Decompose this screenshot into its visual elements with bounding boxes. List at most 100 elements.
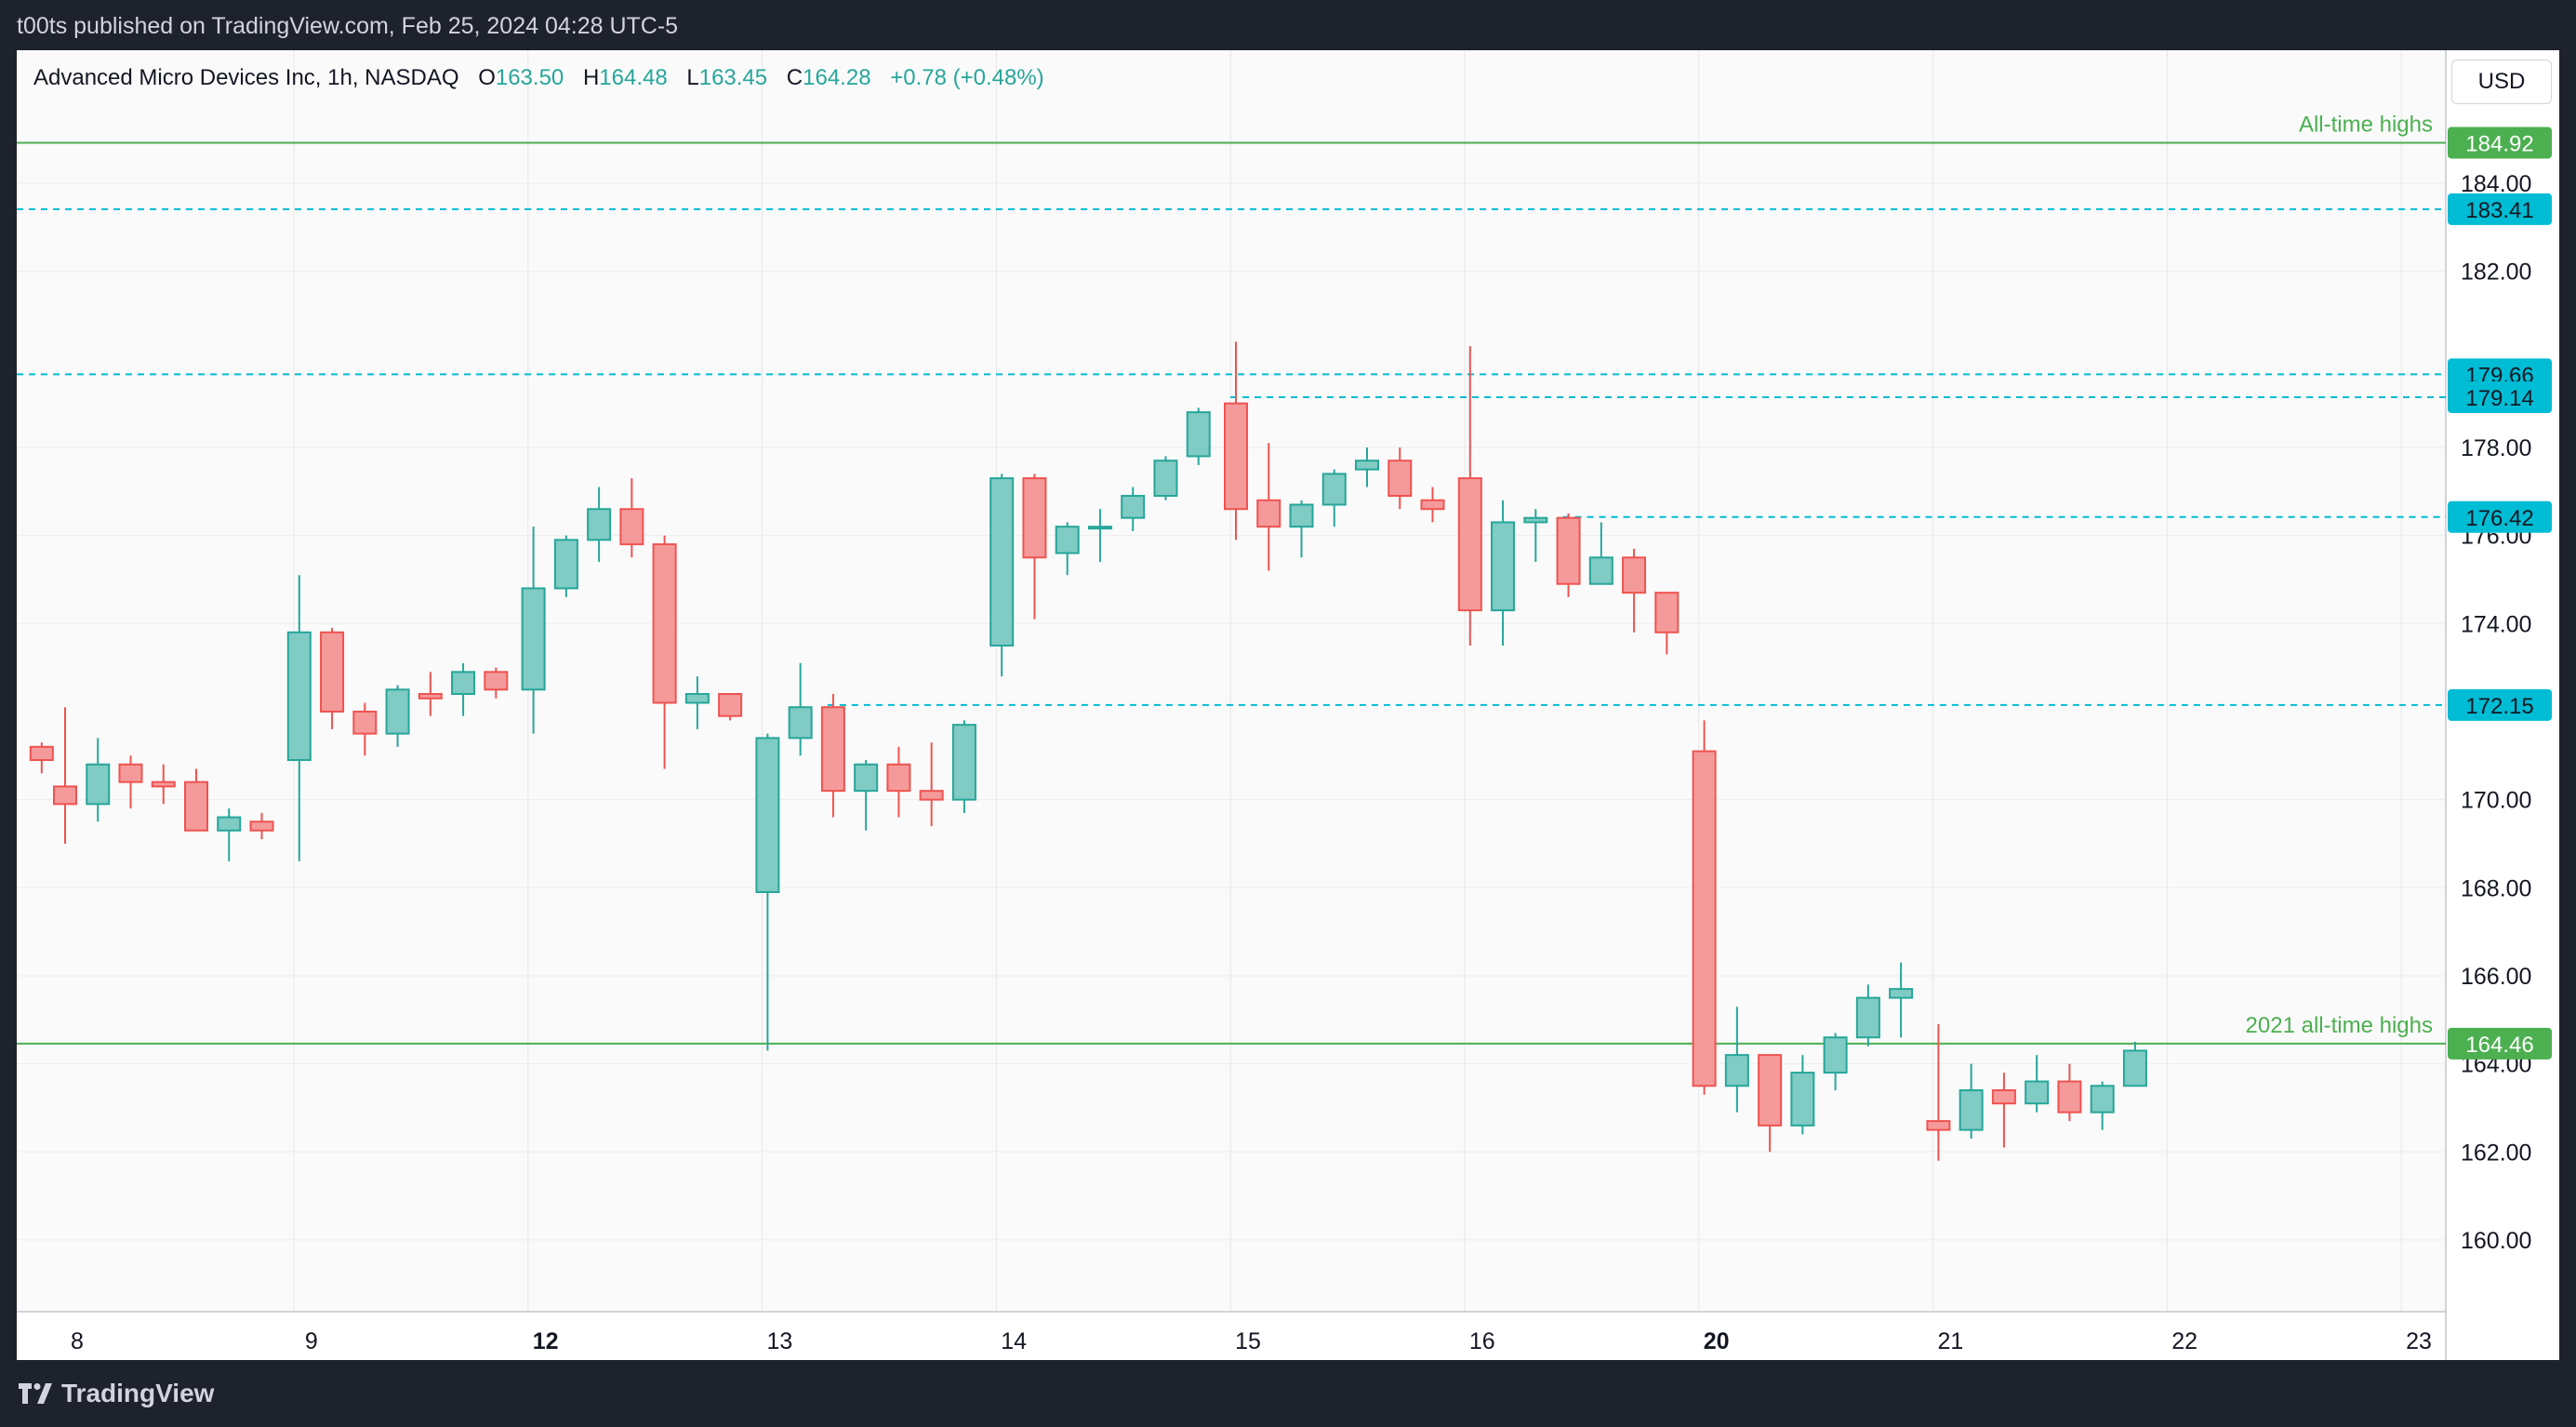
- open-value: 163.50: [495, 65, 564, 90]
- candle-body: [286, 631, 312, 762]
- candle-body: [1289, 503, 1314, 528]
- candle-body: [1388, 460, 1413, 498]
- candle-body: [755, 737, 780, 894]
- chart-legend: Advanced Micro Devices Inc, 1h, NASDAQ O…: [33, 65, 1044, 91]
- x-tick-label: 8: [71, 1328, 84, 1354]
- price-level-value: 184.92: [2465, 131, 2533, 156]
- candle-body: [1724, 1054, 1749, 1087]
- currency-button[interactable]: USD: [2451, 60, 2552, 104]
- candle-body: [1692, 750, 1717, 1087]
- y-tick-label: 182.00: [2461, 260, 2531, 286]
- candle-body: [1959, 1088, 1984, 1131]
- x-tick-label: 9: [305, 1328, 318, 1354]
- x-tick-label: 12: [533, 1328, 559, 1354]
- high-value: 164.48: [599, 65, 668, 90]
- candle-body: [587, 508, 612, 541]
- x-tick-label: 15: [1235, 1328, 1261, 1354]
- candle-body: [1420, 499, 1445, 511]
- candle-body: [1224, 402, 1248, 511]
- candle-body: [788, 706, 813, 740]
- candle-body: [118, 763, 143, 783]
- candle-body: [820, 706, 845, 793]
- candle-body: [385, 688, 410, 735]
- candle-body: [1457, 477, 1482, 612]
- candle-body: [1556, 516, 1581, 585]
- candle-body: [1121, 495, 1146, 519]
- open-label: O: [478, 65, 496, 90]
- candle-body: [184, 780, 209, 832]
- candle-body: [1256, 499, 1281, 528]
- candle-body: [53, 785, 77, 806]
- price-level-value: 183.41: [2465, 198, 2533, 223]
- candle-body: [451, 671, 476, 696]
- candle-body: [1153, 460, 1178, 498]
- close-value: 164.28: [803, 65, 871, 90]
- candle-body: [1622, 556, 1647, 594]
- candle-body: [484, 671, 509, 691]
- price-level-value: 172.15: [2465, 694, 2533, 719]
- plot-area: [17, 50, 2446, 1312]
- candlestick-chart[interactable]: 160.00162.00164.00166.00168.00170.00174.…: [17, 50, 2559, 1360]
- footer-bar: TradingView: [0, 1360, 2576, 1427]
- candle-body: [1790, 1072, 1815, 1127]
- candle-body: [1855, 996, 1880, 1039]
- tradingview-logo[interactable]: TradingView: [19, 1379, 214, 1408]
- candle-body: [151, 780, 176, 788]
- price-level-tag: [2448, 127, 2552, 159]
- y-tick-label: 162.00: [2461, 1140, 2531, 1166]
- x-tick-label: 23: [2406, 1328, 2432, 1354]
- symbol-title: Advanced Micro Devices Inc, 1h, NASDAQ: [33, 65, 459, 90]
- publisher-line: t00ts published on TradingView.com, Feb …: [17, 13, 679, 39]
- candle-body: [652, 543, 677, 704]
- candle-body: [989, 477, 1015, 647]
- low-label: L: [686, 65, 699, 90]
- price-change: +0.78 (+0.48%): [890, 65, 1044, 90]
- candle-body: [418, 693, 443, 700]
- candle-body: [249, 820, 274, 832]
- candle-body: [951, 724, 976, 801]
- price-level-tag: [2448, 1027, 2552, 1060]
- candle-body: [718, 693, 743, 717]
- low-value: 163.45: [698, 65, 768, 90]
- candle-body: [1758, 1054, 1783, 1127]
- y-tick-label: 184.00: [2461, 171, 2531, 197]
- brand-name: TradingView: [61, 1379, 215, 1407]
- time-axis: [17, 1312, 2446, 1360]
- candle-body: [1186, 411, 1211, 458]
- price-level-annotation: 2021 all-time highs: [2246, 1013, 2433, 1038]
- candle-body: [1022, 477, 1047, 559]
- x-tick-label: 13: [766, 1328, 792, 1354]
- price-level-value: 176.42: [2465, 506, 2533, 531]
- tradingview-logo-icon: [19, 1383, 52, 1404]
- candle-body: [352, 710, 378, 735]
- price-level-tag: [2448, 193, 2552, 225]
- candle-body: [2122, 1049, 2147, 1087]
- x-tick-label: 20: [1704, 1328, 1730, 1354]
- candle-body: [1523, 516, 1548, 524]
- candle-body: [217, 816, 242, 832]
- candle-body: [919, 790, 944, 801]
- candle-body: [1087, 526, 1112, 530]
- y-tick-label: 174.00: [2461, 611, 2531, 637]
- y-tick-label: 160.00: [2461, 1228, 2531, 1254]
- candle-body: [1588, 556, 1613, 585]
- candle-body: [1991, 1088, 2016, 1105]
- price-level-tag: [2448, 381, 2552, 414]
- candle-body: [1355, 460, 1380, 471]
- candle-body: [2057, 1080, 2082, 1114]
- candle-body: [684, 693, 710, 704]
- candle-body: [1889, 988, 1914, 999]
- y-tick-label: 170.00: [2461, 788, 2531, 814]
- candle-body: [553, 539, 578, 590]
- candle-body: [1654, 592, 1680, 633]
- candle-body: [521, 587, 546, 691]
- candle-body: [886, 763, 911, 793]
- candle-body: [1823, 1036, 1848, 1074]
- publisher-bar: t00ts published on TradingView.com, Feb …: [0, 0, 2576, 50]
- y-tick-label: 166.00: [2461, 964, 2531, 990]
- x-tick-label: 16: [1469, 1328, 1495, 1354]
- candle-body: [1926, 1120, 1951, 1131]
- candle-body: [86, 763, 111, 806]
- y-tick-label: 178.00: [2461, 435, 2531, 461]
- candle-body: [854, 763, 879, 793]
